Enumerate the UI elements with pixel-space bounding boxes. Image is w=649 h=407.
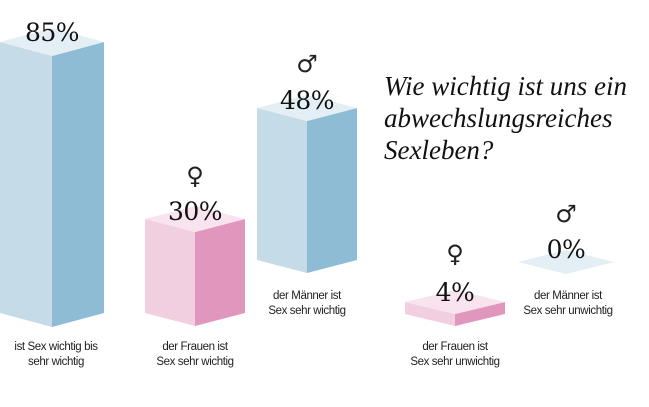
category-label-overall: ist Sex wichtig bis sehr wichtig: [14, 341, 98, 368]
value-label-women-unimportant: 4%: [435, 278, 475, 307]
value-label-men-important: 48%: [279, 86, 335, 115]
male-symbol-icon: ♂: [555, 200, 577, 228]
chart-title: Wie wichtig ist uns ein abwechslungsreic…: [384, 71, 627, 165]
value-label-women-important: 30%: [167, 197, 223, 226]
category-label-men-unimportant: der Männer ist Sex sehr unwichtig: [523, 290, 613, 317]
female-symbol-icon: ♀: [186, 162, 204, 190]
bar-women-very-important: [145, 206, 245, 326]
bar-overall-important: [0, 28, 104, 327]
value-label-overall: 85%: [24, 18, 80, 47]
male-symbol-icon: ♂: [296, 50, 318, 78]
category-label-men-important: der Männer ist Sex sehr wichtig: [268, 290, 346, 317]
female-symbol-icon: ♀: [446, 240, 464, 268]
bar-women-very-unimportant: [405, 290, 505, 326]
category-label-women-important: der Frauen ist Sex sehr wichtig: [156, 341, 234, 368]
value-label-men-unimportant: 0%: [546, 235, 586, 264]
bar-men-very-important: [257, 95, 357, 273]
category-label-women-unimportant: der Frauen ist Sex sehr unwichtig: [410, 341, 500, 368]
bar-men-very-unimportant: [518, 250, 614, 274]
